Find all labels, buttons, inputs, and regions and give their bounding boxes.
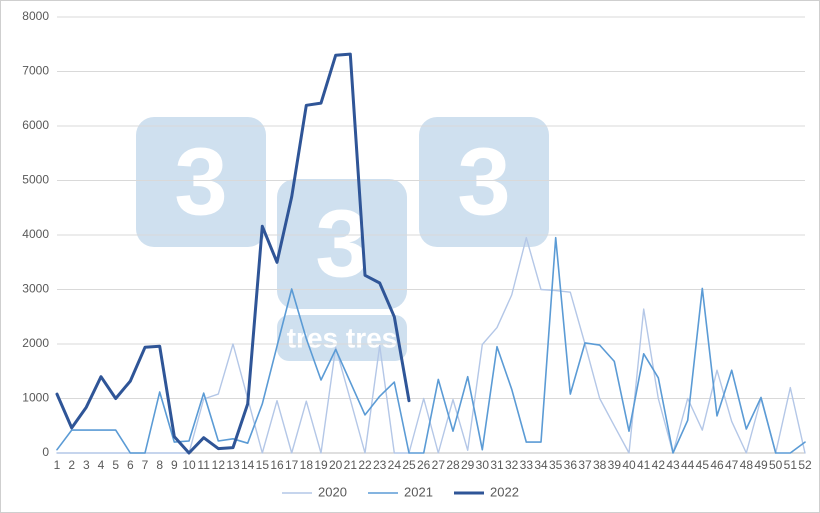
x-tick-label: 3 (83, 458, 90, 472)
y-tick-label: 6000 (22, 118, 49, 132)
series-group (57, 54, 805, 453)
x-tick-label: 18 (300, 458, 314, 472)
x-tick-label: 6 (127, 458, 134, 472)
x-tick-label: 7 (142, 458, 149, 472)
x-tick-label: 5 (112, 458, 119, 472)
y-tick-label: 7000 (22, 64, 49, 78)
x-tick-label: 25 (402, 458, 416, 472)
x-tick-label: 41 (637, 458, 651, 472)
x-tick-label: 38 (593, 458, 607, 472)
x-tick-label: 26 (417, 458, 431, 472)
x-tick-label: 44 (681, 458, 695, 472)
x-tick-label: 23 (373, 458, 387, 472)
legend: 2020 2021 2022 (282, 484, 519, 499)
x-tick-label: 11 (197, 458, 210, 472)
x-tick-label: 49 (754, 458, 768, 472)
x-tick-label: 34 (534, 458, 548, 472)
x-tick-label: 32 (505, 458, 519, 472)
y-tick-label: 5000 (22, 173, 49, 187)
x-tick-label: 43 (666, 458, 680, 472)
x-tick-label: 29 (461, 458, 475, 472)
x-tick-label: 24 (388, 458, 402, 472)
x-tick-label: 17 (285, 458, 299, 472)
series-2020 (57, 238, 805, 453)
legend-label: 2020 (318, 484, 347, 499)
line-chart: 333tres tres0100020003000400050006000700… (0, 0, 820, 513)
x-tick-label: 2 (68, 458, 75, 472)
x-tick-label: 20 (329, 458, 343, 472)
x-tick-label: 37 (578, 458, 592, 472)
x-tick-label: 50 (769, 458, 783, 472)
x-tick-label: 13 (226, 458, 240, 472)
x-tick-label: 48 (740, 458, 754, 472)
x-tick-label: 9 (171, 458, 178, 472)
x-tick-label: 42 (652, 458, 666, 472)
x-tick-label: 46 (710, 458, 724, 472)
x-tick-label: 40 (622, 458, 636, 472)
y-tick-label: 8000 (22, 9, 49, 23)
x-tick-label: 12 (212, 458, 226, 472)
x-tick-label: 22 (358, 458, 372, 472)
watermark: 333tres tres (136, 117, 549, 361)
x-tick-labels: 1234567891011121314151617181920212223242… (54, 458, 812, 472)
x-tick-label: 10 (182, 458, 196, 472)
x-tick-label: 21 (344, 458, 358, 472)
x-tick-label: 33 (520, 458, 534, 472)
y-tick-label: 0 (42, 445, 49, 459)
x-tick-label: 14 (241, 458, 255, 472)
legend-label: 2021 (404, 484, 433, 499)
y-tick-label: 1000 (22, 391, 49, 405)
x-tick-label: 1 (54, 458, 61, 472)
x-tick-label: 30 (476, 458, 490, 472)
x-tick-label: 51 (784, 458, 798, 472)
x-tick-label: 16 (270, 458, 284, 472)
x-tick-label: 47 (725, 458, 739, 472)
x-tick-label: 31 (490, 458, 504, 472)
x-tick-label: 4 (98, 458, 105, 472)
y-tick-label: 2000 (22, 336, 49, 350)
x-tick-label: 27 (432, 458, 446, 472)
svg-text:3: 3 (174, 129, 227, 236)
chart-svg: 333tres tres0100020003000400050006000700… (1, 1, 820, 513)
x-tick-label: 52 (798, 458, 812, 472)
x-tick-label: 15 (256, 458, 270, 472)
y-tick-label: 3000 (22, 282, 49, 296)
x-tick-label: 35 (549, 458, 563, 472)
svg-text:3: 3 (457, 129, 510, 236)
x-tick-label: 8 (156, 458, 163, 472)
x-tick-label: 36 (564, 458, 578, 472)
x-tick-label: 19 (314, 458, 328, 472)
series-2021 (57, 238, 805, 453)
x-tick-label: 28 (446, 458, 460, 472)
x-tick-label: 39 (608, 458, 622, 472)
x-tick-label: 45 (696, 458, 710, 472)
legend-label: 2022 (490, 484, 519, 499)
y-tick-label: 4000 (22, 227, 49, 241)
